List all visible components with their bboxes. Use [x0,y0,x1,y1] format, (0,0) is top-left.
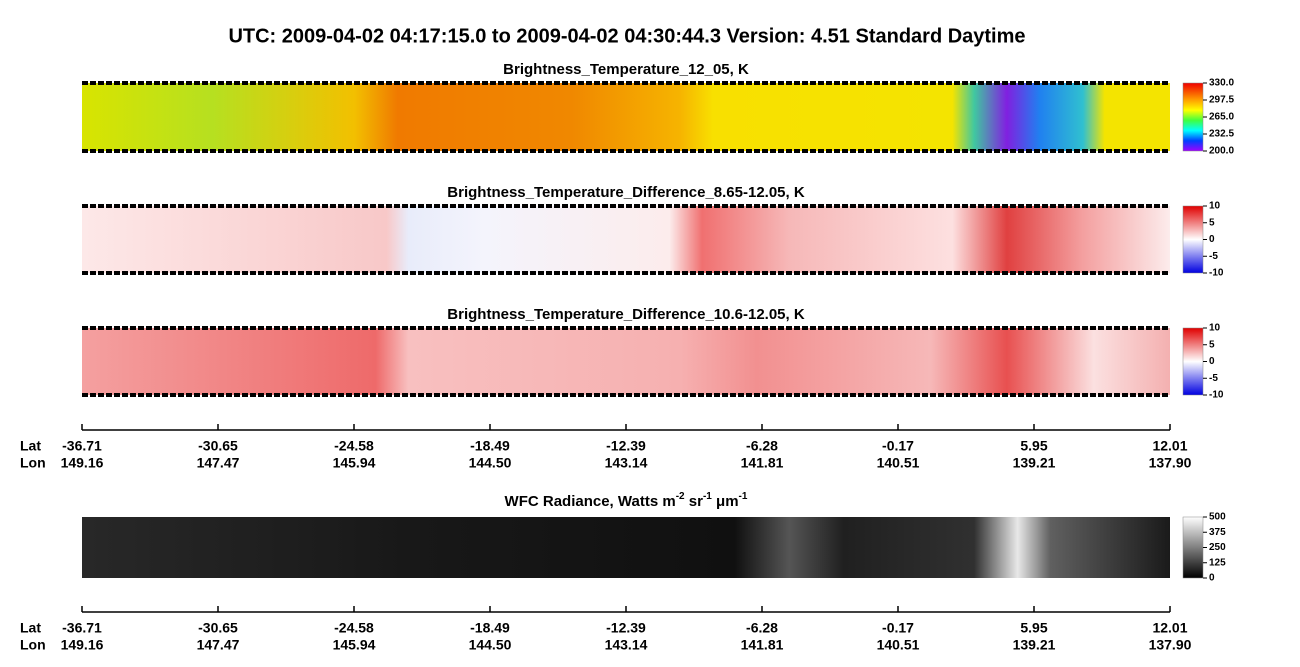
lat-value: 12.01 [1152,620,1187,636]
lat-value: -24.58 [334,620,374,636]
lat-value: -30.65 [198,438,238,454]
title-text: WFC Radiance, Watts m [505,493,676,510]
lat-value: -24.58 [334,438,374,454]
image-strip [82,206,1170,273]
lat-label: Lat [20,620,41,636]
colorbar-label: 330.0 [1209,78,1234,89]
lon-value: 143.14 [605,637,648,653]
lat-value: 12.01 [1152,438,1187,454]
panel-title: Brightness_Temperature_Difference_8.65-1… [447,184,805,201]
colorbar-label: 5 [1209,217,1215,228]
lat-value: 5.95 [1020,438,1047,454]
lat-value: 5.95 [1020,620,1047,636]
lon-value: 137.90 [1149,455,1192,471]
panel-title: WFC Radiance, Watts m-2 sr-1 μm-1 [505,491,748,510]
lon-value: 144.50 [469,637,512,653]
colorbar-label: 375 [1209,527,1226,538]
lat-value: -12.39 [606,438,646,454]
colorbar-label: 232.5 [1209,129,1234,140]
colorbar-label: 0 [1209,573,1215,584]
colorbar-label: 5 [1209,339,1215,350]
lon-value: 145.94 [333,455,376,471]
lat-value: -18.49 [470,438,510,454]
lat-value: -0.17 [882,438,914,454]
lon-value: 143.14 [605,455,648,471]
lon-value: 140.51 [877,455,920,471]
colorbar-label: 10 [1209,201,1221,212]
image-strip [82,328,1170,395]
page-title: UTC: 2009-04-02 04:17:15.0 to 2009-04-02… [228,25,1025,47]
lat-value: -36.71 [62,620,102,636]
lat-value: -30.65 [198,620,238,636]
lat-value: -6.28 [746,620,778,636]
panel-title: Brightness_Temperature_12_05, K [503,61,749,78]
lon-label: Lon [20,455,46,471]
panel-title: Brightness_Temperature_Difference_10.6-1… [447,306,805,323]
image-strip [82,517,1170,578]
superscript: -2 [676,491,685,502]
lon-value: 149.16 [61,455,104,471]
lat-value: -6.28 [746,438,778,454]
colorbar-label: -5 [1209,251,1218,262]
colorbar-label: -10 [1209,390,1224,401]
lat-value: -12.39 [606,620,646,636]
colorbar-label: 265.0 [1209,112,1234,123]
colorbar-label: 297.5 [1209,95,1234,106]
colorbar [1182,516,1204,579]
colorbar-label: 250 [1209,542,1226,553]
lat-value: -0.17 [882,620,914,636]
lat-value: -36.71 [62,438,102,454]
colorbar-label: 200.0 [1209,146,1234,157]
colorbar-label: 0 [1209,356,1215,367]
colorbar-label: 0 [1209,234,1215,245]
lon-value: 139.21 [1013,637,1056,653]
lon-value: 147.47 [197,455,240,471]
colorbar-label: 125 [1209,557,1226,568]
lon-value: 147.47 [197,637,240,653]
image-strip [82,83,1170,151]
lon-value: 144.50 [469,455,512,471]
superscript: -1 [739,491,748,502]
lon-value: 139.21 [1013,455,1056,471]
lon-value: 140.51 [877,637,920,653]
title-text: μm [712,493,739,510]
colorbar [1182,82,1204,152]
lat-value: -18.49 [470,620,510,636]
lon-value: 145.94 [333,637,376,653]
colorbar [1182,205,1204,274]
lon-label: Lon [20,637,46,653]
title-text: sr [685,493,704,510]
lon-value: 141.81 [741,455,784,471]
lon-value: 137.90 [1149,637,1192,653]
superscript: -1 [703,491,712,502]
colorbar-label: 500 [1209,512,1226,523]
lon-value: 141.81 [741,637,784,653]
lat-label: Lat [20,438,41,454]
colorbar-label: 10 [1209,323,1221,334]
colorbar [1182,327,1204,396]
colorbar-label: -5 [1209,373,1218,384]
lon-value: 149.16 [61,637,104,653]
colorbar-label: -10 [1209,268,1224,279]
